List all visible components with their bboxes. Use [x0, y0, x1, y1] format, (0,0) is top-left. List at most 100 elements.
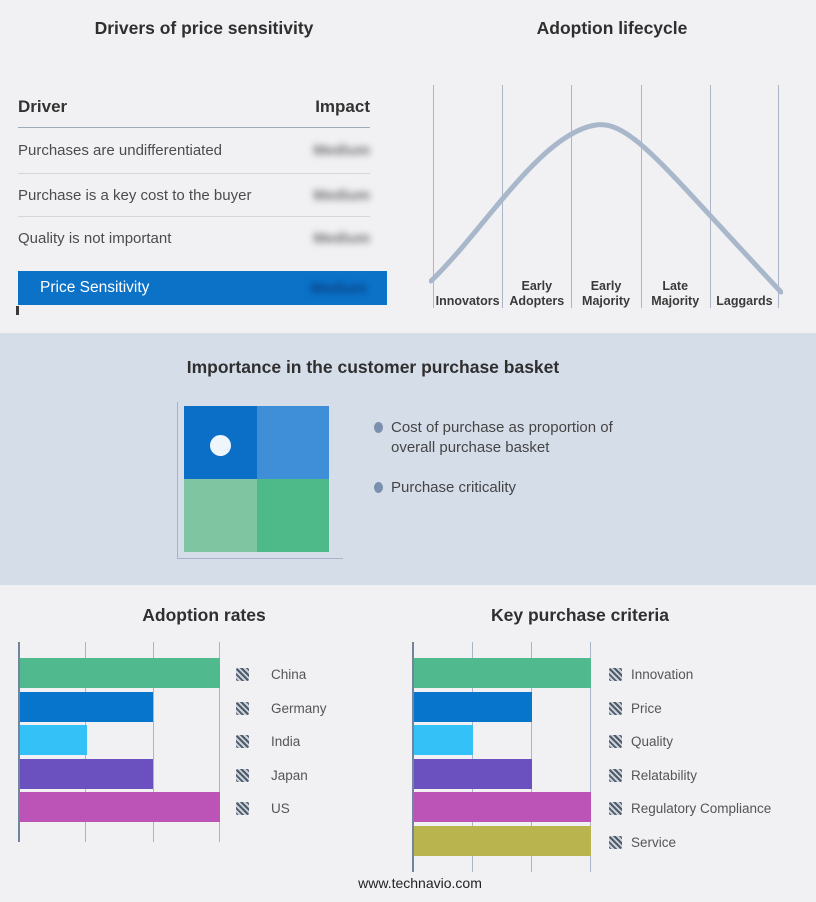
col-driver: Driver: [18, 97, 68, 116]
hatched-swatch-icon: [236, 735, 249, 749]
adoption-rates-bar: [20, 792, 220, 822]
hatched-swatch-icon: [236, 668, 249, 682]
lifecycle-stage-label: Laggards: [716, 294, 773, 308]
gridline: [640, 85, 642, 308]
legend-item: Regulatory Compliance: [609, 792, 771, 826]
legend-item: Relatability: [609, 759, 771, 793]
legend-item: Innovation: [609, 658, 771, 692]
adoption-rates-title: Adoption rates: [142, 605, 266, 625]
bullet-icon: [374, 482, 383, 493]
adoption-rates-bar: [20, 725, 87, 755]
lifecycle-stage-label: Early Majority: [582, 279, 630, 308]
basket-title: Importance in the customer purchase bask…: [186, 357, 560, 377]
quadrant-bottom-left: [184, 479, 257, 552]
drivers-title: Drivers of price sensitivity: [94, 18, 314, 38]
price-sensitivity-label: Price Sensitivity: [40, 279, 150, 296]
hatched-swatch-icon: [609, 802, 622, 816]
position-marker-dot: [210, 435, 231, 456]
list-item: Cost of purchase as proportion of overal…: [374, 418, 636, 457]
quadrant-x-axis: [177, 558, 343, 559]
bullet-text: Cost of purchase as proportion of overal…: [391, 419, 613, 456]
purchase-criteria-bars: [414, 658, 591, 859]
axis-tick-artifact: [16, 306, 19, 315]
legend-item: Price: [609, 692, 771, 726]
y-axis: [412, 642, 414, 872]
drivers-table: Driver Impact Purchases are undifferenti…: [18, 96, 370, 259]
legend-label: Relatability: [631, 767, 698, 783]
drivers-table-header: Driver Impact: [18, 96, 370, 128]
hatched-swatch-icon: [609, 768, 622, 782]
gridline: [590, 642, 591, 872]
hatched-swatch-icon: [609, 701, 622, 715]
legend-item: India: [236, 725, 327, 759]
legend-item: Germany: [236, 692, 327, 726]
lifecycle-title: Adoption lifecycle: [536, 18, 688, 38]
adoption-rates-bars: [20, 658, 220, 826]
impact-value-blurred: Medium: [313, 142, 370, 159]
hatched-swatch-icon: [236, 768, 249, 782]
price-sensitivity-highlight-row: Price Sensitivity Medium: [18, 271, 387, 305]
bullet-icon: [374, 422, 383, 433]
gridline: [471, 642, 473, 872]
legend-label: China: [271, 667, 307, 683]
gridline: [219, 642, 220, 842]
hatched-swatch-icon: [609, 735, 622, 749]
gridline: [433, 85, 434, 308]
impact-value-blurred: Medium: [310, 279, 367, 297]
purchase-criteria-plot: [412, 642, 591, 872]
legend-label: Regulatory Compliance: [631, 801, 772, 817]
quadrant-matrix: [184, 406, 329, 552]
purchase-criteria-legend: Innovation Price Quality Relatability Regula…: [609, 658, 771, 859]
purchase-criteria-bar: [414, 725, 473, 755]
legend-item: Service: [609, 826, 771, 860]
gridline: [709, 85, 711, 308]
lifecycle-chart: Innovators Early Adopters Early Majority La…: [429, 85, 783, 309]
col-impact: Impact: [315, 97, 370, 116]
quadrant-top-right: [256, 406, 329, 479]
legend-item: US: [236, 792, 327, 826]
driver-label: Quality is not important: [18, 229, 172, 247]
legend-item: China: [236, 658, 327, 692]
bullet-text: Purchase criticality: [391, 479, 517, 496]
legend-label: Innovation: [631, 667, 694, 683]
list-item: Purchase criticality: [374, 478, 636, 498]
adoption-rates-legend: China Germany India Japan US: [236, 658, 327, 826]
impact-value-blurred: Medium: [313, 229, 370, 247]
purchase-criteria-bar: [414, 691, 532, 722]
adoption-rates-plot: [18, 642, 220, 842]
lifecycle-stage-labels: Innovators Early Adopters Early Majority La…: [433, 275, 779, 309]
table-row: Quality is not important Medium: [18, 217, 370, 259]
gridline: [152, 642, 154, 842]
purchase-criteria-bar: [414, 792, 591, 822]
bell-curve-path: [429, 122, 783, 295]
legend-item: Japan: [236, 759, 327, 793]
purchase-criteria-bar: [414, 658, 591, 688]
hatched-swatch-icon: [236, 701, 249, 715]
legend-label: Germany: [271, 700, 327, 716]
purchase-criteria-bar: [414, 758, 532, 789]
y-axis: [18, 642, 20, 842]
lifecycle-stage-label: Early Adopters: [509, 279, 565, 308]
hatched-swatch-icon: [236, 802, 249, 816]
gridline: [571, 85, 573, 308]
adoption-rates-chart: Adoption rates China Germany India Japan US: [0, 585, 408, 902]
quadrant-bottom-right: [256, 479, 329, 552]
purchase-basket-section: Importance in the customer purchase bask…: [0, 333, 816, 585]
purchase-criteria-title: Key purchase criteria: [490, 605, 669, 625]
legend-label: Service: [631, 834, 677, 850]
legend-label: US: [271, 801, 290, 817]
quadrant-y-axis: [177, 402, 178, 558]
purchase-criteria-chart: Key purchase criteria Innovation Price Qua…: [408, 585, 816, 902]
adoption-rates-bar: [20, 691, 154, 722]
driver-label: Purchases are undifferentiated: [18, 142, 223, 159]
hatched-swatch-icon: [609, 668, 622, 682]
legend-label: Price: [631, 700, 662, 716]
footer-url: www.technavio.com: [358, 875, 482, 891]
lifecycle-stage-label: Late Majority: [651, 279, 700, 308]
legend-label: Japan: [271, 767, 308, 783]
driver-label: Purchase is a key cost to the buyer: [18, 186, 252, 204]
lifecycle-stage-label: Innovators: [435, 294, 500, 308]
table-row: Purchases are undifferentiated Medium: [18, 128, 370, 174]
gridline: [778, 85, 779, 308]
